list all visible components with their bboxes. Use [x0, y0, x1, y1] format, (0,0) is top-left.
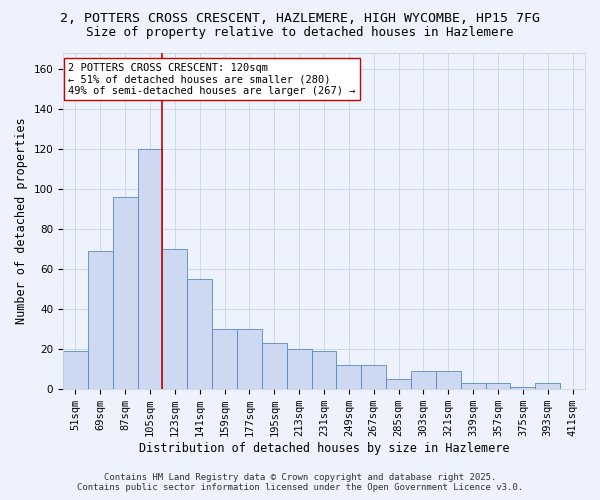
Bar	[361, 365, 386, 389]
Bar	[137, 148, 163, 389]
Bar	[386, 379, 411, 389]
X-axis label: Distribution of detached houses by size in Hazlemere: Distribution of detached houses by size …	[139, 442, 509, 455]
Bar	[535, 383, 560, 389]
Text: 2, POTTERS CROSS CRESCENT, HAZLEMERE, HIGH WYCOMBE, HP15 7FG: 2, POTTERS CROSS CRESCENT, HAZLEMERE, HI…	[60, 12, 540, 26]
Text: 2 POTTERS CROSS CRESCENT: 120sqm
← 51% of detached houses are smaller (280)
49% : 2 POTTERS CROSS CRESCENT: 120sqm ← 51% o…	[68, 62, 356, 96]
Bar	[485, 383, 511, 389]
Bar	[88, 251, 113, 389]
Bar	[212, 329, 237, 389]
Bar	[311, 351, 337, 389]
Bar	[237, 329, 262, 389]
Bar	[337, 365, 361, 389]
Bar	[436, 371, 461, 389]
Text: Size of property relative to detached houses in Hazlemere: Size of property relative to detached ho…	[86, 26, 514, 39]
Bar	[411, 371, 436, 389]
Bar	[163, 249, 187, 389]
Bar	[113, 197, 137, 389]
Bar	[187, 279, 212, 389]
Bar	[262, 343, 287, 389]
Bar	[63, 351, 88, 389]
Text: Contains HM Land Registry data © Crown copyright and database right 2025.
Contai: Contains HM Land Registry data © Crown c…	[77, 473, 523, 492]
Bar	[287, 349, 311, 389]
Bar	[461, 383, 485, 389]
Bar	[511, 387, 535, 389]
Y-axis label: Number of detached properties: Number of detached properties	[15, 118, 28, 324]
